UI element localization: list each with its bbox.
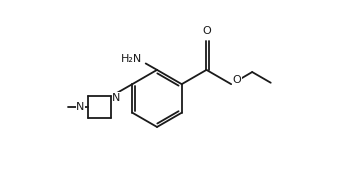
Text: N: N <box>76 102 85 112</box>
Text: O: O <box>233 75 241 85</box>
Text: O: O <box>202 26 211 36</box>
Text: H₂N: H₂N <box>121 54 142 64</box>
Text: N: N <box>112 93 121 103</box>
